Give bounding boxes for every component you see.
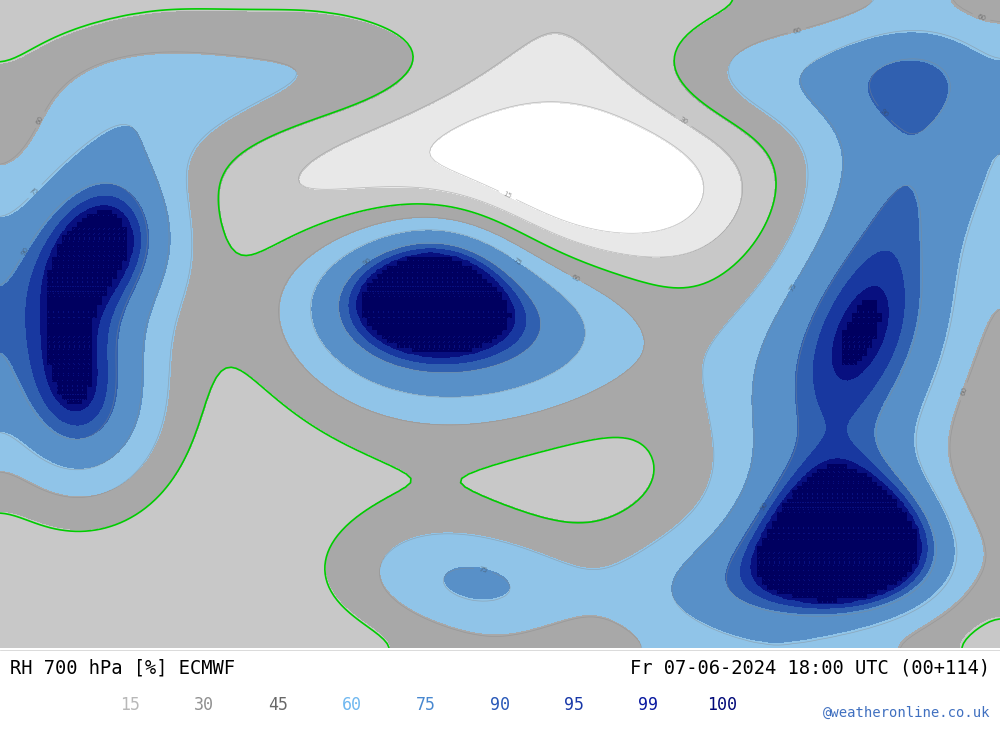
Text: 60: 60 <box>342 696 362 714</box>
Text: 95: 95 <box>564 696 584 714</box>
Text: 100: 100 <box>707 696 737 714</box>
Text: 30: 30 <box>678 117 689 126</box>
Text: 75: 75 <box>416 696 436 714</box>
Text: 45: 45 <box>268 696 288 714</box>
Text: 60: 60 <box>35 114 45 125</box>
Text: 90: 90 <box>361 257 372 268</box>
Text: Fr 07-06-2024 18:00 UTC (00+114): Fr 07-06-2024 18:00 UTC (00+114) <box>630 658 990 677</box>
Text: 15: 15 <box>120 696 140 714</box>
Text: RH 700 hPa [%] ECMWF: RH 700 hPa [%] ECMWF <box>10 658 235 677</box>
Text: 60: 60 <box>570 273 581 283</box>
Text: 30: 30 <box>194 696 214 714</box>
Text: 75: 75 <box>478 566 488 574</box>
Text: 90: 90 <box>490 696 510 714</box>
Text: 99: 99 <box>638 696 658 714</box>
Text: 90: 90 <box>879 108 890 119</box>
Text: 75: 75 <box>788 281 798 292</box>
Text: 90: 90 <box>20 246 30 257</box>
Text: 75: 75 <box>30 186 40 196</box>
Text: 75: 75 <box>512 257 523 267</box>
Text: 60: 60 <box>960 386 968 397</box>
Text: 90: 90 <box>759 501 769 512</box>
Text: 60: 60 <box>976 13 986 22</box>
Text: 15: 15 <box>502 191 513 200</box>
Text: @weatheronline.co.uk: @weatheronline.co.uk <box>822 707 990 721</box>
Text: 60: 60 <box>792 26 802 34</box>
